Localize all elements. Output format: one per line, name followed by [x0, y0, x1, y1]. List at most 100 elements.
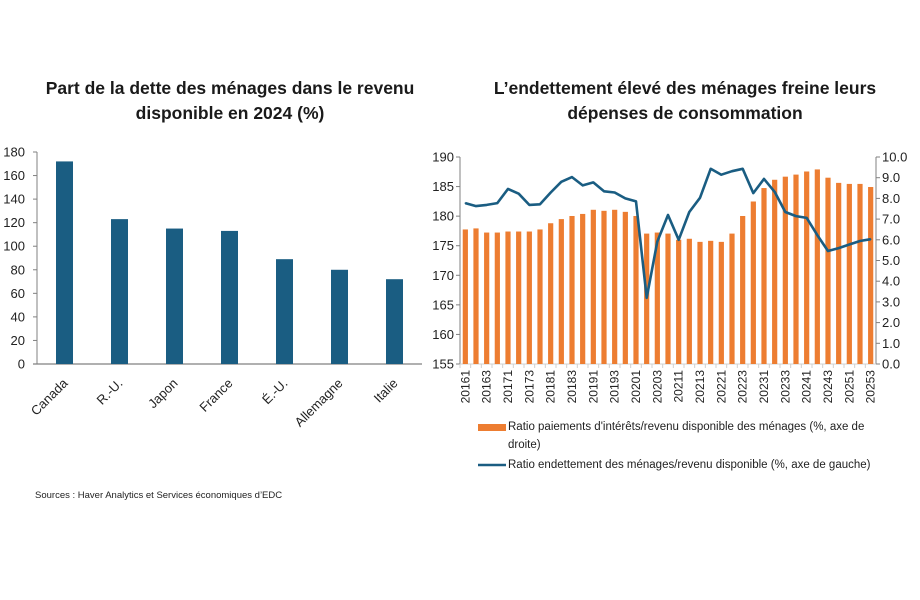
interest-bar-20253	[868, 187, 874, 364]
debt-point-20204	[667, 214, 669, 216]
debt-point-20244	[837, 247, 840, 249]
x-tick-label: 20253	[864, 370, 878, 404]
x-tick-label: 20193	[608, 370, 622, 404]
right-axis-tick-label: 2.0	[882, 315, 900, 330]
interest-bar-20174	[537, 229, 543, 364]
interest-bar-20172	[516, 231, 522, 364]
interest-bar-20244	[836, 182, 842, 364]
interest-bar-20243	[825, 177, 831, 364]
debt-point-20252	[859, 240, 861, 242]
debt-point-20231	[763, 178, 765, 180]
left-y-tick-label: 40	[11, 309, 25, 324]
right-axis-tick-label: 1.0	[882, 336, 900, 351]
debt-point-20173	[528, 204, 531, 206]
debt-point-20191	[592, 181, 595, 184]
debt-point-20202	[645, 296, 648, 299]
debt-point-20214	[709, 168, 712, 170]
interest-bar-20212	[686, 238, 692, 364]
x-tick-label: 20233	[778, 370, 792, 404]
interest-bar-20224	[750, 201, 756, 364]
left-axis-tick-label: 160	[432, 327, 454, 342]
debt-point-20171	[507, 188, 509, 190]
x-tick-label: 20161	[458, 370, 472, 404]
interest-bar-20181	[548, 223, 554, 364]
interest-bar-20171	[505, 231, 511, 364]
bar-Allemagne	[331, 269, 348, 364]
x-tick-label: 20221	[714, 370, 728, 404]
interest-bar-20211	[676, 239, 682, 364]
x-tick-label: 20183	[565, 370, 579, 404]
legend-item-debt: Ratio endettement des ménages/revenu dis…	[478, 456, 878, 474]
interest-bar-20232	[772, 179, 778, 364]
left-axis-tick-label: 185	[432, 179, 454, 194]
interest-bar-20233	[782, 176, 788, 364]
interest-bar-20183	[569, 215, 575, 364]
interest-bar-20164	[494, 232, 500, 364]
debt-point-20213	[699, 197, 701, 199]
left-x-tick-label: Japon	[145, 376, 181, 412]
debt-point-20241	[805, 217, 808, 219]
left-y-tick-label: 140	[3, 192, 25, 207]
left-axis-tick-label: 180	[432, 209, 454, 224]
interest-bar-20214	[708, 240, 714, 364]
debt-point-20193	[613, 191, 616, 194]
debt-point-20162	[475, 205, 477, 207]
legend: Ratio paiements d'intérêts/revenu dispon…	[478, 418, 878, 474]
interest-bar-20162	[473, 228, 479, 364]
left-chart-title: Part de la dette des ménages dans le rev…	[45, 78, 415, 123]
interest-bar-20173	[526, 231, 532, 364]
debt-point-20203	[656, 240, 659, 243]
interest-bar-20163	[484, 232, 490, 364]
x-tick-label: 20203	[650, 370, 664, 404]
interest-bar-20182	[558, 219, 564, 364]
interest-bar-20192	[601, 210, 607, 364]
debt-point-20181	[549, 191, 552, 194]
left-y-tick-label: 120	[3, 215, 25, 230]
bar-Canada	[56, 161, 73, 364]
x-tick-label: 20223	[736, 370, 750, 404]
interest-bar-20194	[622, 211, 628, 364]
interest-bar-20203	[654, 232, 660, 364]
left-axis-tick-label: 175	[432, 238, 454, 253]
x-tick-label: 20241	[800, 370, 814, 404]
interest-bar-20251	[846, 183, 852, 364]
interest-bar-20241	[804, 171, 810, 364]
debt-point-20174	[539, 203, 541, 206]
left-x-tick-label: France	[196, 376, 235, 415]
interest-bar-20193	[612, 209, 618, 364]
interest-bar-20252	[857, 183, 863, 364]
x-tick-label: 20231	[757, 370, 771, 404]
debt-point-20242	[816, 234, 819, 236]
interest-bar-20231	[761, 188, 767, 364]
left-x-tick-label: Italie	[371, 376, 401, 406]
bar-R.-U.	[111, 219, 128, 364]
right-axis-tick-label: 4.0	[882, 274, 900, 289]
bar-France	[221, 230, 238, 364]
left-x-tick-label: R.-U.	[94, 376, 126, 408]
left-axis-tick-label: 190	[432, 150, 454, 165]
debt-point-20224	[752, 192, 755, 194]
debt-point-20251	[848, 243, 851, 246]
interest-bar-20184	[580, 213, 586, 364]
legend-label-debt: Ratio endettement des ménages/revenu dis…	[508, 459, 871, 471]
source-note: Sources : Haver Analytics et Services éc…	[35, 490, 283, 501]
right-axis-tick-label: 10.0	[882, 150, 907, 165]
right-axis-tick-label: 5.0	[882, 253, 900, 268]
x-tick-label: 20213	[693, 370, 707, 404]
debt-point-20222	[731, 170, 733, 172]
x-tick-label: 20171	[501, 370, 515, 404]
debt-point-20234	[795, 215, 797, 217]
x-tick-label: 20211	[672, 370, 686, 403]
right-axis-tick-label: 3.0	[882, 294, 900, 309]
x-tick-label: 20243	[821, 370, 835, 404]
interest-bar-20201	[633, 215, 639, 364]
left-y-tick-label: 20	[11, 333, 25, 348]
right-axis-tick-label: 6.0	[882, 232, 900, 247]
bar-É.-U.	[276, 259, 293, 364]
right-axis-tick-label: 0.0	[882, 357, 900, 372]
left-axis-tick-label: 155	[432, 357, 454, 372]
debt-point-20183	[571, 176, 573, 178]
debt-point-20163	[485, 204, 488, 206]
left-axis-tick-label: 165	[432, 297, 454, 312]
